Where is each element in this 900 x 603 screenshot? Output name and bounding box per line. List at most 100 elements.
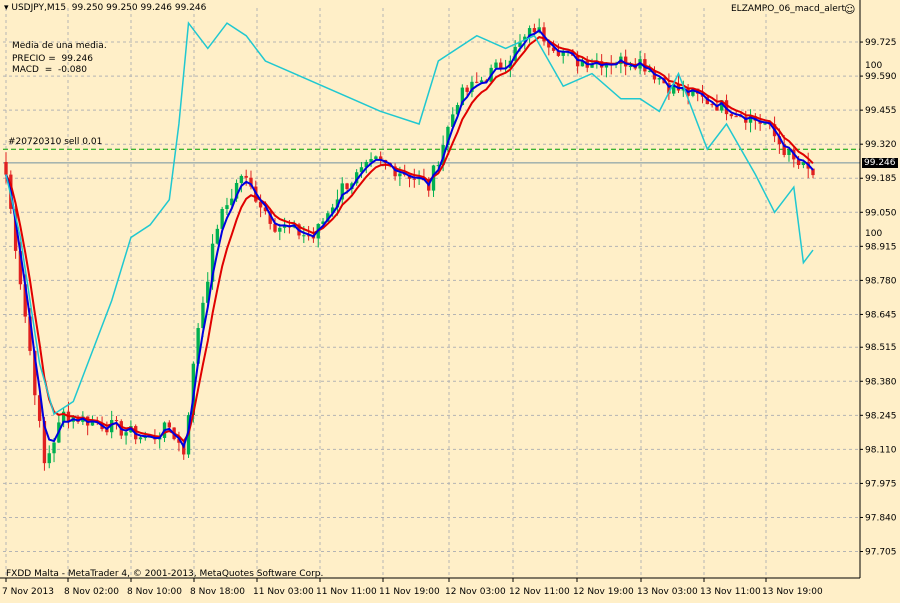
candle-body [364, 161, 368, 168]
candle-body [479, 80, 484, 83]
candle-body [575, 55, 580, 67]
macd-scale-label: 100 [865, 61, 882, 71]
candle-body [258, 201, 263, 208]
candle-body [623, 56, 628, 67]
candle-body [748, 116, 753, 123]
candle-body [215, 228, 220, 244]
y-tick-label: 99.050 [865, 208, 897, 218]
candle-body [177, 439, 181, 443]
candle-body [691, 88, 695, 96]
x-tick-label: 11 Nov 11:00 [316, 587, 377, 597]
candle-body [335, 199, 340, 208]
candle-body [263, 207, 268, 212]
candle-body [42, 420, 47, 464]
candle-body [561, 52, 565, 56]
candle-body [76, 416, 80, 422]
candle-body [359, 167, 364, 173]
macd-line [5, 21, 814, 416]
candle-body [33, 350, 37, 396]
moving-averages [5, 29, 814, 449]
candle-body [61, 411, 66, 423]
candle-body [667, 83, 671, 94]
candle-body [470, 81, 474, 92]
y-tick-label: 99.320 [865, 140, 897, 150]
y-tick-label: 98.780 [865, 276, 897, 286]
candle-body [604, 63, 609, 68]
candle-body [729, 114, 734, 117]
slow-ma-line [5, 36, 814, 443]
candle-body [37, 395, 42, 421]
candle-body [811, 168, 815, 176]
candle-body [542, 27, 546, 42]
candle-body [109, 420, 114, 433]
candle-body [436, 165, 441, 167]
y-tick-label: 98.645 [865, 310, 897, 320]
candle-body [326, 213, 330, 222]
candle-body [647, 70, 652, 72]
candle-body [302, 235, 306, 237]
candle-body [114, 420, 119, 422]
candle-body [796, 159, 801, 166]
y-tick-label: 99.185 [865, 174, 897, 184]
candle-body [710, 104, 714, 106]
candle-body [249, 177, 253, 187]
candle-body [513, 46, 517, 61]
candle-body [196, 328, 200, 364]
smiley-icon: ☺ [844, 3, 856, 16]
x-tick-label: 8 Nov 10:00 [127, 587, 182, 597]
x-tick-label: 8 Nov 02:00 [64, 587, 119, 597]
x-tick-label: 13 Nov 19:00 [762, 587, 823, 597]
candle-body [451, 114, 455, 127]
candle-body [393, 166, 397, 177]
candle-body [398, 173, 402, 177]
candle-body [23, 284, 27, 317]
candle-body [369, 158, 373, 162]
fast-ma-line [5, 29, 814, 449]
candle-body [306, 235, 311, 237]
candle-body [431, 165, 436, 191]
candle-body [378, 156, 383, 160]
info-line-1: Media de una media. [12, 41, 107, 51]
candle-body [460, 87, 465, 106]
candle-body [340, 183, 344, 200]
candle-body [475, 81, 479, 83]
candle-body [182, 442, 186, 455]
candle-body [763, 123, 767, 125]
candle-body [532, 28, 537, 33]
y-tick-label: 98.915 [865, 242, 897, 252]
macd-scale-label: 100 [865, 229, 882, 239]
candle-body [124, 432, 128, 436]
candle-body [787, 149, 791, 155]
y-tick-label: 98.515 [865, 343, 897, 353]
x-tick-label: 12 Nov 11:00 [509, 587, 570, 597]
candle-body [782, 144, 786, 155]
candle-body [167, 422, 172, 428]
candle-body [13, 208, 18, 251]
order-label: #20720310 sell 0.01 [8, 137, 103, 147]
x-tick-label: 12 Nov 19:00 [573, 587, 634, 597]
candle-body [143, 436, 147, 438]
candle-body [225, 205, 229, 210]
symbol-header: ▾ USDJPY,M15 99.250 99.250 99.246 99.246 [4, 3, 207, 13]
y-tick-label: 97.840 [865, 513, 897, 523]
grid [3, 8, 860, 578]
footer-copyright: FXDD Malta - MetaTrader 4, © 2001-2013, … [6, 569, 324, 579]
candle-body [455, 105, 460, 115]
x-tick-label: 12 Nov 03:00 [445, 587, 506, 597]
candle-body [105, 429, 109, 433]
candle-body [518, 41, 522, 47]
candle-body [278, 227, 282, 232]
candle-body [138, 437, 143, 440]
candle-body [330, 207, 335, 214]
candle-body [282, 225, 287, 228]
y-tick-label: 97.975 [865, 479, 897, 489]
candle-body [580, 61, 585, 67]
candle-body [18, 250, 23, 285]
candle-body [354, 172, 359, 184]
y-tick-label: 98.380 [865, 377, 897, 387]
candle-body [374, 156, 378, 159]
candle-body [777, 136, 782, 145]
